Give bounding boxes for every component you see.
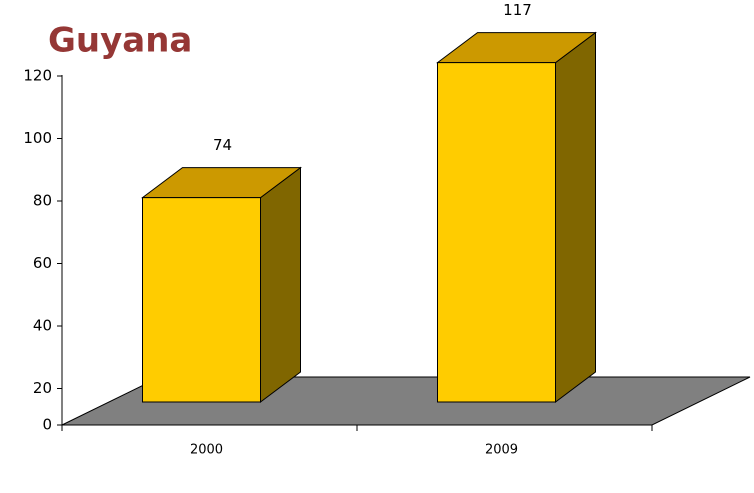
y-tick-label: 120 <box>23 67 52 85</box>
data-label: 74 <box>213 136 232 154</box>
y-tick-label: 0 <box>42 416 52 434</box>
bar-side <box>260 166 301 403</box>
bar <box>437 62 556 403</box>
x-tick-label: 2009 <box>485 443 518 458</box>
bar <box>142 197 261 403</box>
chart-title: Guyana <box>48 21 192 61</box>
y-tick-label: 100 <box>23 129 52 147</box>
y-tick-label: 60 <box>33 254 52 272</box>
data-label: 117 <box>503 1 532 19</box>
y-tick-label: 20 <box>33 379 52 397</box>
y-tick-label: 40 <box>33 317 52 335</box>
x-tick-label: 2000 <box>190 443 223 458</box>
bar-side <box>555 31 596 403</box>
y-tick-label: 80 <box>33 192 52 210</box>
